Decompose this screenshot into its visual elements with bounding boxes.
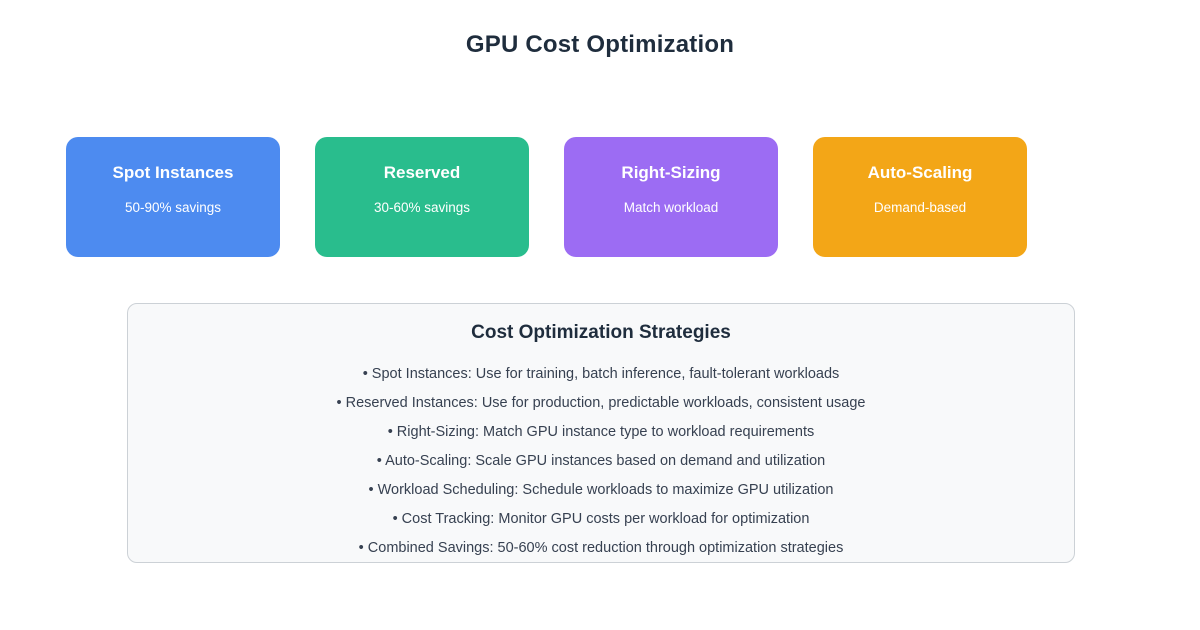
card-title: Auto-Scaling xyxy=(867,163,973,182)
card-right-sizing: Right-Sizing Match workload xyxy=(564,137,778,257)
card-reserved: Reserved 30-60% savings xyxy=(315,137,529,257)
card-spot-instances: Spot Instances 50-90% savings xyxy=(66,137,280,257)
card-subtitle: 50-90% savings xyxy=(124,200,222,215)
card-title: Right-Sizing xyxy=(621,163,721,182)
card-auto-scaling: Auto-Scaling Demand-based xyxy=(813,137,1027,257)
strategy-cards-row: Spot Instances 50-90% savings Reserved 3… xyxy=(66,137,1027,257)
list-item: • Auto-Scaling: Scale GPU instances base… xyxy=(376,453,826,469)
list-item: • Right-Sizing: Match GPU instance type … xyxy=(387,424,815,440)
card-subtitle: Match workload xyxy=(623,200,719,215)
list-item: • Spot Instances: Use for training, batc… xyxy=(362,366,840,382)
card-subtitle: Demand-based xyxy=(873,200,967,215)
list-item: • Reserved Instances: Use for production… xyxy=(336,395,866,411)
list-item: • Cost Tracking: Monitor GPU costs per w… xyxy=(392,511,810,527)
strategies-panel-title: Cost Optimization Strategies xyxy=(471,322,731,343)
strategies-list: • Spot Instances: Use for training, batc… xyxy=(128,360,1074,563)
card-title: Spot Instances xyxy=(112,163,234,182)
list-item: • Combined Savings: 50-60% cost reductio… xyxy=(358,540,844,556)
card-subtitle: 30-60% savings xyxy=(373,200,471,215)
strategies-panel: Cost Optimization Strategies • Spot Inst… xyxy=(127,303,1075,563)
list-item: • Workload Scheduling: Schedule workload… xyxy=(368,482,834,498)
card-title: Reserved xyxy=(383,163,461,182)
page-title: GPU Cost Optimization xyxy=(465,31,735,58)
